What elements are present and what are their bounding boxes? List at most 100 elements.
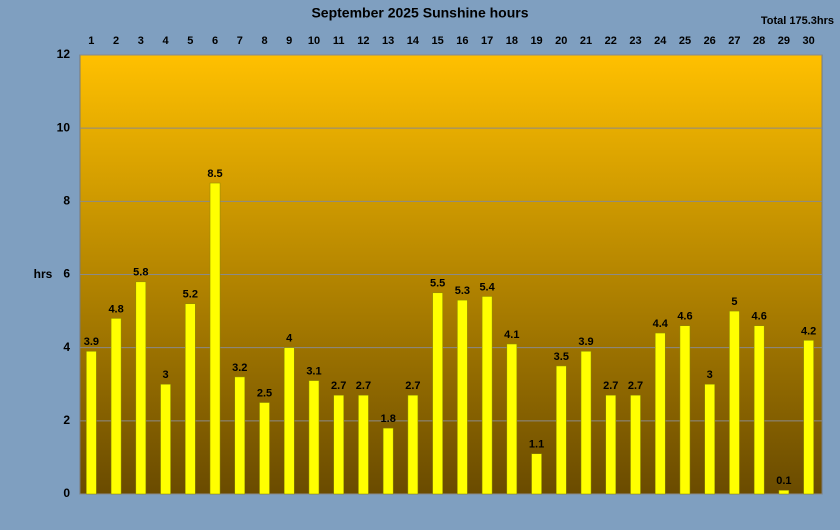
x-tick-label: 21 — [580, 35, 592, 47]
data-label: 8.5 — [207, 168, 222, 180]
bar — [753, 325, 765, 495]
data-label: 1.8 — [381, 413, 396, 425]
x-tick-label: 11 — [333, 35, 345, 47]
data-label: 4.1 — [504, 329, 519, 341]
bar — [605, 394, 617, 495]
x-tick-label: 23 — [629, 35, 641, 47]
bar — [283, 347, 295, 495]
data-label: 3.2 — [232, 362, 247, 374]
data-label: 5 — [731, 296, 737, 308]
y-tick-label: 4 — [63, 340, 70, 354]
data-label: 4.8 — [108, 303, 123, 315]
x-tick-label: 15 — [432, 35, 444, 47]
bar — [185, 303, 196, 495]
x-tick-label: 22 — [605, 35, 617, 47]
data-label: 0.1 — [776, 475, 791, 487]
data-label: 3.9 — [578, 336, 593, 348]
x-tick-label: 12 — [357, 35, 369, 47]
data-label: 4 — [286, 333, 293, 345]
data-label: 4.4 — [653, 318, 669, 330]
x-tick-label: 27 — [728, 35, 740, 47]
x-tick-label: 13 — [382, 35, 394, 47]
bar — [308, 380, 320, 495]
bar — [803, 340, 814, 495]
data-label: 2.7 — [356, 380, 371, 392]
data-label: 2.7 — [628, 380, 643, 392]
x-tick-label: 3 — [138, 35, 144, 47]
data-label: 5.8 — [133, 267, 148, 279]
bar — [580, 351, 592, 495]
bar — [531, 453, 542, 495]
y-tick-label: 6 — [63, 267, 70, 281]
bar — [259, 402, 270, 495]
x-tick-label: 1 — [88, 35, 94, 47]
y-tick-label: 12 — [57, 47, 71, 61]
data-label: 2.7 — [405, 380, 420, 392]
data-label: 5.5 — [430, 278, 445, 290]
x-tick-label: 5 — [187, 35, 193, 47]
bar — [432, 292, 443, 495]
bar — [630, 394, 641, 495]
bar — [556, 365, 567, 495]
y-tick-label: 2 — [63, 413, 70, 427]
bar — [382, 427, 394, 495]
y-tick-label: 0 — [63, 486, 70, 500]
bar — [679, 325, 691, 495]
data-label: 4.2 — [801, 325, 816, 337]
x-tick-label: 19 — [530, 35, 542, 47]
data-label: 3 — [163, 369, 169, 381]
annotation: Total 175.3hrs — [761, 15, 834, 27]
data-label: 3 — [707, 369, 713, 381]
data-label: 5.2 — [183, 289, 198, 301]
bar — [160, 384, 171, 495]
data-label: 2.5 — [257, 387, 272, 399]
x-tick-label: 26 — [704, 35, 716, 47]
x-tick-label: 8 — [261, 35, 267, 47]
data-label: 4.6 — [752, 311, 767, 323]
bar — [729, 310, 740, 495]
y-axis-label: hrs — [34, 267, 53, 281]
bar — [506, 343, 518, 495]
bar — [135, 281, 147, 495]
x-tick-label: 4 — [163, 35, 170, 47]
data-label: 2.7 — [603, 380, 618, 392]
bar — [481, 296, 493, 495]
chart-title: September 2025 Sunshine hours — [311, 5, 528, 21]
x-tick-label: 28 — [753, 35, 765, 47]
bar — [654, 332, 666, 495]
x-tick-label: 30 — [803, 35, 815, 47]
data-label: 4.6 — [677, 311, 692, 323]
data-label: 3.9 — [84, 336, 99, 348]
data-label: 5.4 — [479, 281, 495, 293]
x-tick-label: 2 — [113, 35, 119, 47]
bar — [457, 299, 468, 495]
x-tick-label: 17 — [481, 35, 493, 47]
bar — [778, 490, 790, 495]
x-tick-label: 14 — [407, 35, 420, 47]
data-label: 3.5 — [554, 351, 569, 363]
y-tick-label: 10 — [57, 120, 71, 134]
y-tick-label: 8 — [63, 194, 70, 208]
x-tick-label: 7 — [237, 35, 243, 47]
bar — [333, 394, 344, 495]
x-tick-label: 20 — [555, 35, 567, 47]
x-tick-label: 24 — [654, 35, 667, 47]
x-tick-label: 16 — [456, 35, 468, 47]
data-label: 5.3 — [455, 285, 470, 297]
data-label: 3.1 — [306, 365, 321, 377]
bar — [704, 384, 715, 495]
bar — [407, 394, 419, 495]
bar — [86, 351, 97, 495]
x-tick-label: 10 — [308, 35, 320, 47]
x-tick-label: 29 — [778, 35, 790, 47]
bar — [358, 394, 369, 495]
bar — [209, 182, 221, 495]
bar — [234, 376, 246, 495]
x-tick-label: 18 — [506, 35, 518, 47]
bar — [110, 318, 122, 495]
x-tick-label: 25 — [679, 35, 691, 47]
data-label: 2.7 — [331, 380, 346, 392]
data-label: 1.1 — [529, 439, 544, 451]
x-tick-label: 6 — [212, 35, 218, 47]
